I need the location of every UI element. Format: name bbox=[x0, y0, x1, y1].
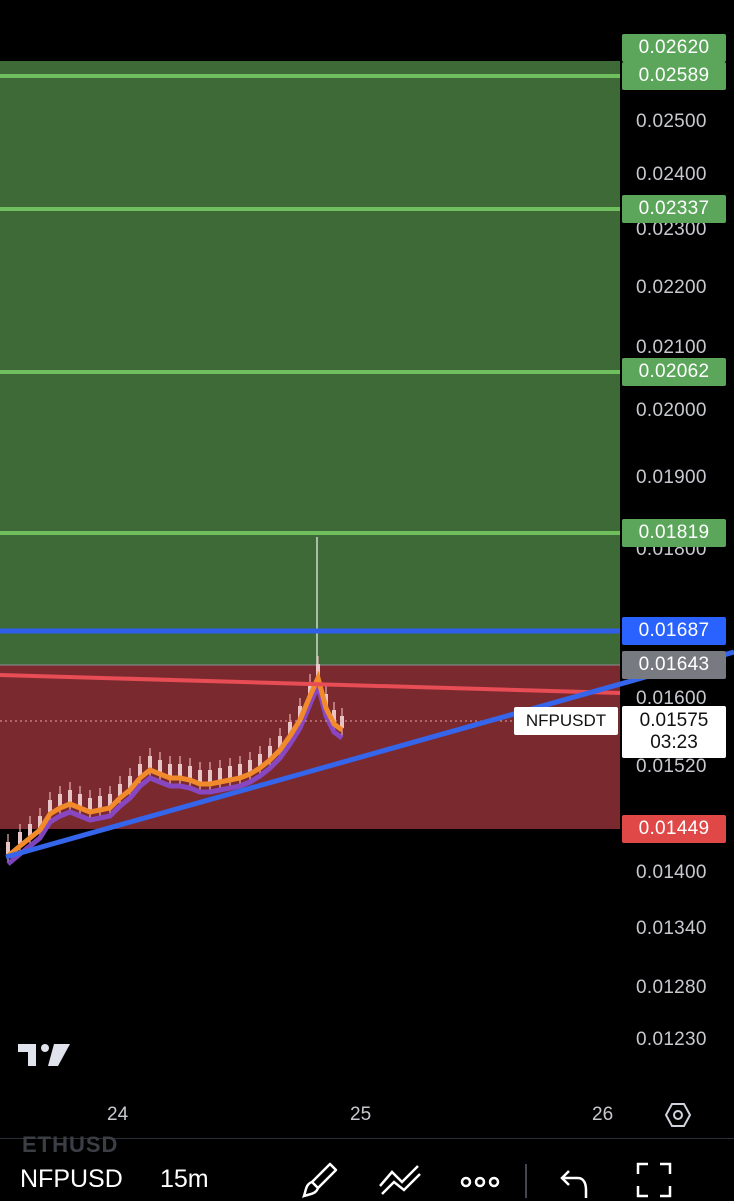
candle bbox=[228, 766, 232, 778]
price-tick: 0.02100 bbox=[636, 337, 707, 358]
candle bbox=[298, 706, 302, 718]
drawing-tools-icon[interactable] bbox=[378, 1160, 422, 1200]
candle bbox=[68, 790, 72, 802]
price-tick: 0.02000 bbox=[636, 400, 707, 421]
rising-trend-line bbox=[5, 649, 734, 860]
last-price-value: 0.01575 bbox=[639, 710, 709, 731]
profit-zone bbox=[0, 61, 620, 665]
previous-symbol-ghost: ETHUSD bbox=[22, 1132, 119, 1157]
bar-countdown: 03:23 bbox=[650, 732, 698, 753]
symbol-button[interactable]: NFPUSD bbox=[20, 1165, 123, 1193]
symbol-price-tag: NFPUSDT bbox=[514, 707, 618, 735]
tradingview-logo-icon bbox=[18, 1044, 70, 1066]
level-badge-badge: 0.02620 bbox=[622, 34, 726, 62]
candle bbox=[316, 664, 320, 676]
level-badge-target: 0.01819 bbox=[622, 519, 726, 547]
interval-button[interactable]: 15m bbox=[160, 1165, 209, 1193]
candle bbox=[18, 832, 22, 844]
level-badge-target: 0.02337 bbox=[622, 195, 726, 223]
toolbar-divider bbox=[525, 1164, 527, 1198]
candle bbox=[340, 716, 344, 728]
price-tick: 0.01520 bbox=[636, 756, 707, 777]
candle bbox=[148, 756, 152, 768]
undo-icon[interactable] bbox=[556, 1160, 590, 1200]
candle bbox=[248, 760, 252, 772]
candle bbox=[238, 764, 242, 776]
level-badge-target: 0.02589 bbox=[622, 62, 726, 90]
time-tick: 25 bbox=[350, 1104, 372, 1125]
candle bbox=[188, 766, 192, 778]
candle bbox=[138, 764, 142, 776]
candle bbox=[78, 794, 82, 806]
price-tick: 0.01340 bbox=[636, 918, 707, 939]
candle bbox=[6, 842, 10, 854]
candle bbox=[278, 736, 282, 748]
time-tick: 26 bbox=[592, 1104, 614, 1125]
candle bbox=[38, 816, 42, 828]
level-badge-target: 0.02062 bbox=[622, 358, 726, 386]
candle bbox=[58, 794, 62, 806]
hexagon-settings-icon bbox=[664, 1103, 692, 1127]
level-badge-entry: 0.01643 bbox=[622, 651, 726, 679]
brush-icon[interactable] bbox=[300, 1160, 340, 1200]
price-tick: 0.02300 bbox=[636, 219, 707, 240]
ema-fast-line bbox=[6, 670, 344, 858]
candle bbox=[258, 754, 262, 766]
fullscreen-icon[interactable] bbox=[636, 1160, 672, 1200]
price-tick: 0.02500 bbox=[636, 111, 707, 132]
candle bbox=[28, 824, 32, 836]
price-tick: 0.01600 bbox=[636, 688, 707, 709]
candle bbox=[168, 764, 172, 776]
candle bbox=[268, 746, 272, 758]
price-tick: 0.01400 bbox=[636, 862, 707, 883]
candle bbox=[332, 710, 336, 722]
candle bbox=[108, 794, 112, 806]
candle bbox=[208, 770, 212, 782]
ema-slow-line bbox=[6, 678, 344, 866]
chart-settings-button[interactable] bbox=[662, 1099, 694, 1131]
candle bbox=[98, 796, 102, 808]
candle bbox=[118, 784, 122, 796]
candle bbox=[308, 682, 312, 694]
bottom-toolbar bbox=[0, 1138, 734, 1201]
candle bbox=[48, 800, 52, 812]
candle bbox=[288, 722, 292, 734]
price-tick: 0.01280 bbox=[636, 977, 707, 998]
more-icon[interactable] bbox=[460, 1160, 500, 1200]
last-price-badge: 0.01575 03:23 bbox=[622, 706, 726, 758]
level-badge-resistance: 0.01687 bbox=[622, 617, 726, 645]
candle bbox=[178, 764, 182, 776]
time-tick: 24 bbox=[107, 1104, 129, 1125]
level-badge-stop: 0.01449 bbox=[622, 815, 726, 843]
price-tick: 0.02200 bbox=[636, 277, 707, 298]
candle bbox=[128, 776, 132, 788]
candle bbox=[218, 768, 222, 780]
candle bbox=[198, 770, 202, 782]
price-tick: 0.01230 bbox=[636, 1029, 707, 1050]
candle bbox=[88, 798, 92, 810]
price-tick: 0.01900 bbox=[636, 467, 707, 488]
descending-trend-line bbox=[0, 673, 621, 695]
candle bbox=[158, 760, 162, 772]
price-tick: 0.02400 bbox=[636, 164, 707, 185]
